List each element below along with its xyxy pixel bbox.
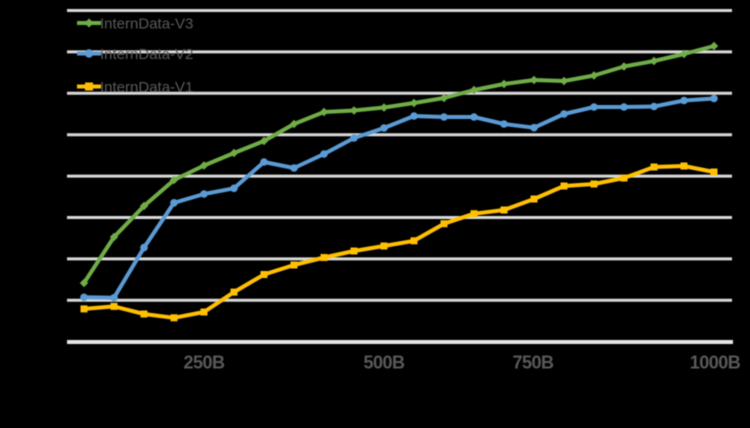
svg-text:1000B: 1000B [690, 353, 741, 373]
svg-text:500B: 500B [363, 353, 405, 373]
svg-text:750B: 750B [512, 353, 554, 373]
svg-text:InternData-V1: InternData-V1 [100, 79, 193, 96]
svg-text:InternData-V3: InternData-V3 [100, 16, 193, 33]
svg-text:250B: 250B [183, 353, 225, 373]
svg-text:InternData-V2: InternData-V2 [100, 46, 193, 63]
